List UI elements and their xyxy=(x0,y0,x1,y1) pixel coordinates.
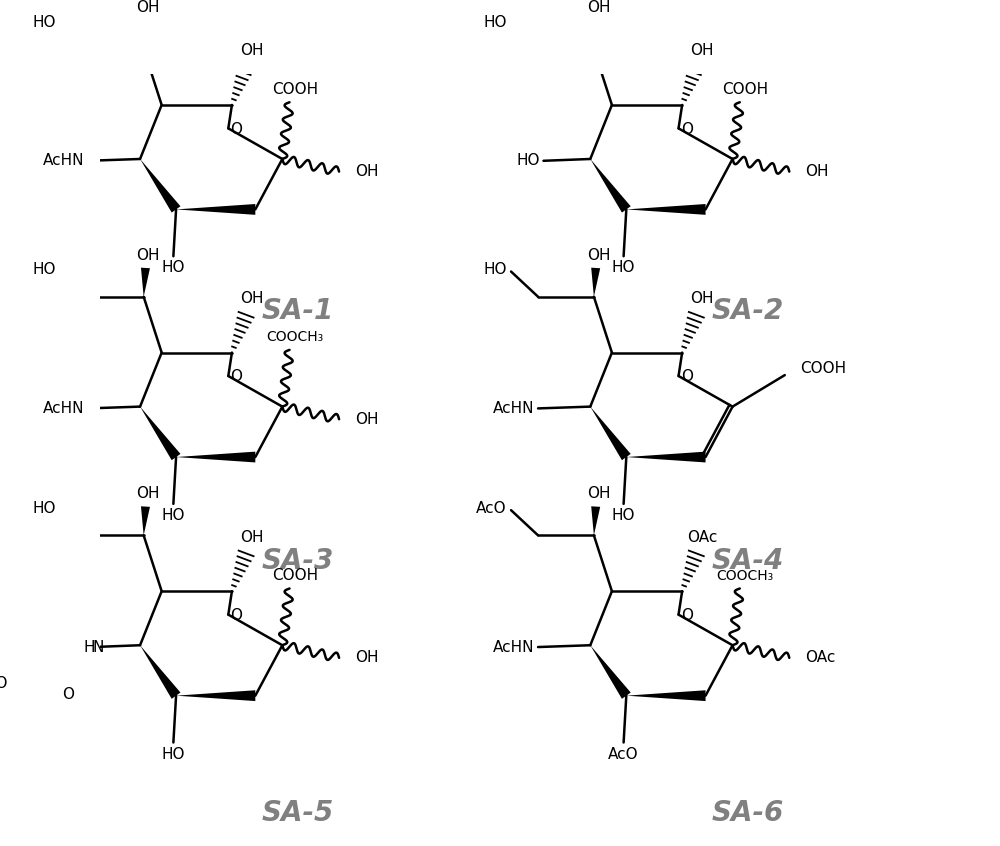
Text: HO: HO xyxy=(516,153,540,168)
Polygon shape xyxy=(140,407,180,460)
Polygon shape xyxy=(176,452,255,463)
Text: OH: OH xyxy=(136,248,160,263)
Text: OAc: OAc xyxy=(806,651,836,665)
Text: OH: OH xyxy=(690,291,714,306)
Text: HO: HO xyxy=(33,262,56,277)
Polygon shape xyxy=(590,645,631,699)
Text: HO: HO xyxy=(612,261,635,276)
Polygon shape xyxy=(141,267,150,297)
Text: AcHN: AcHN xyxy=(493,640,534,655)
Text: COOH: COOH xyxy=(722,82,768,97)
Text: HO: HO xyxy=(162,508,185,523)
Text: OH: OH xyxy=(240,530,263,545)
Text: OH: OH xyxy=(240,291,263,306)
Text: HO: HO xyxy=(33,14,56,30)
Polygon shape xyxy=(591,506,600,536)
Polygon shape xyxy=(590,159,631,212)
Text: O: O xyxy=(681,608,693,623)
Polygon shape xyxy=(140,159,180,212)
Text: O: O xyxy=(230,608,242,623)
Text: HO: HO xyxy=(162,747,185,761)
Text: OH: OH xyxy=(136,0,160,15)
Polygon shape xyxy=(626,452,706,463)
Text: OAc: OAc xyxy=(687,530,717,545)
Text: O: O xyxy=(230,370,242,384)
Text: HO: HO xyxy=(162,261,185,276)
Text: O: O xyxy=(62,687,74,702)
Polygon shape xyxy=(590,407,631,460)
Text: OH: OH xyxy=(587,486,610,502)
Text: OH: OH xyxy=(690,43,714,58)
Text: HO: HO xyxy=(33,501,56,516)
Polygon shape xyxy=(141,506,150,536)
Polygon shape xyxy=(591,267,600,297)
Text: OH: OH xyxy=(587,248,610,263)
Text: OH: OH xyxy=(806,164,829,179)
Text: COOH: COOH xyxy=(272,82,318,97)
Text: OH: OH xyxy=(587,0,610,15)
Polygon shape xyxy=(591,20,600,49)
Text: SA-2: SA-2 xyxy=(712,297,784,325)
Text: AcHN: AcHN xyxy=(43,401,84,416)
Text: O: O xyxy=(230,122,242,137)
Text: SA-5: SA-5 xyxy=(262,799,334,827)
Text: COOCH₃: COOCH₃ xyxy=(717,569,774,583)
Text: OH: OH xyxy=(136,486,160,502)
Text: H: H xyxy=(84,640,95,655)
Text: SA-4: SA-4 xyxy=(712,547,784,574)
Polygon shape xyxy=(140,645,180,699)
Text: AcHN: AcHN xyxy=(493,401,534,416)
Text: OH: OH xyxy=(240,43,263,58)
Text: HO: HO xyxy=(483,14,507,30)
Text: OH: OH xyxy=(355,651,379,665)
Text: COOCH₃: COOCH₃ xyxy=(266,330,324,344)
Text: HO: HO xyxy=(612,508,635,523)
Text: AcO: AcO xyxy=(608,747,639,761)
Text: OH: OH xyxy=(355,164,379,179)
Text: SA-1: SA-1 xyxy=(262,297,334,325)
Polygon shape xyxy=(626,204,706,215)
Polygon shape xyxy=(176,204,255,215)
Text: O: O xyxy=(681,122,693,137)
Text: OH: OH xyxy=(355,412,379,426)
Text: HO: HO xyxy=(0,676,8,690)
Polygon shape xyxy=(141,20,150,49)
Polygon shape xyxy=(626,690,706,701)
Text: SA-6: SA-6 xyxy=(712,799,784,827)
Text: O: O xyxy=(681,370,693,384)
Text: HO: HO xyxy=(483,262,507,277)
Text: AcO: AcO xyxy=(476,501,507,516)
Polygon shape xyxy=(176,690,255,701)
Text: SA-3: SA-3 xyxy=(262,547,334,574)
Text: COOH: COOH xyxy=(272,569,318,584)
Text: N: N xyxy=(93,640,104,655)
Text: COOH: COOH xyxy=(800,361,846,376)
Text: AcHN: AcHN xyxy=(43,153,84,168)
